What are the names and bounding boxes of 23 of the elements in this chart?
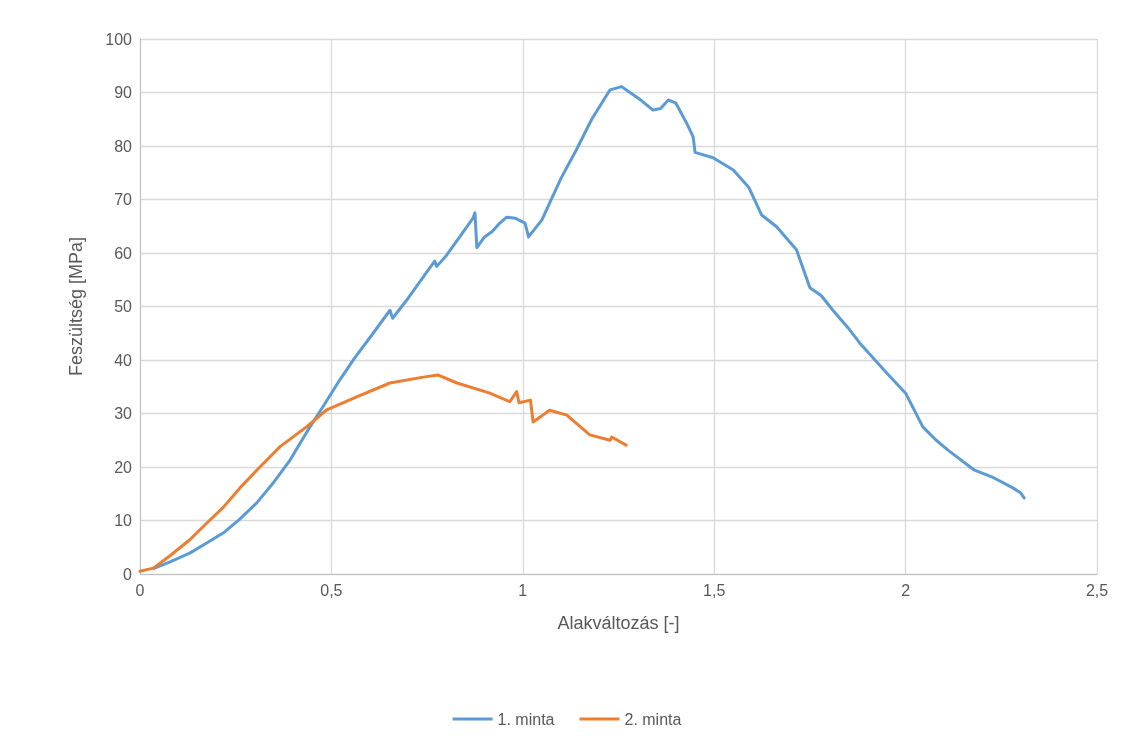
- legend-label: 1. minta: [497, 710, 555, 728]
- y-axis-title: Feszültség [MPa]: [66, 236, 86, 377]
- y-tick-label: 0: [123, 565, 133, 583]
- x-tick-label: 2,5: [1085, 581, 1109, 599]
- y-tick-label: 90: [114, 84, 133, 101]
- y-tick-label: 80: [114, 137, 133, 155]
- line-series: [151, 85, 1026, 571]
- y-tick-label: 30: [114, 405, 133, 422]
- x-tick-label: 1: [518, 581, 528, 599]
- x-tick-label: 0,5: [320, 581, 343, 599]
- y-tick-label: 10: [114, 512, 133, 529]
- x-tick-label: 1,5: [703, 581, 726, 599]
- legend-label: 2. minta: [624, 710, 682, 728]
- y-tick-label: 100: [105, 30, 133, 48]
- x-axis-title: Alakváltozás [-]: [557, 613, 680, 633]
- y-tick-label: 40: [114, 351, 133, 369]
- x-tick-label: 0: [135, 581, 145, 599]
- y-tick-label: 20: [114, 458, 133, 476]
- y-tick-label: 70: [114, 191, 133, 208]
- y-tick-label: 60: [114, 244, 133, 262]
- y-tick-label: 50: [114, 298, 133, 315]
- x-tick-label: 2: [901, 581, 911, 599]
- line-series: [138, 373, 628, 573]
